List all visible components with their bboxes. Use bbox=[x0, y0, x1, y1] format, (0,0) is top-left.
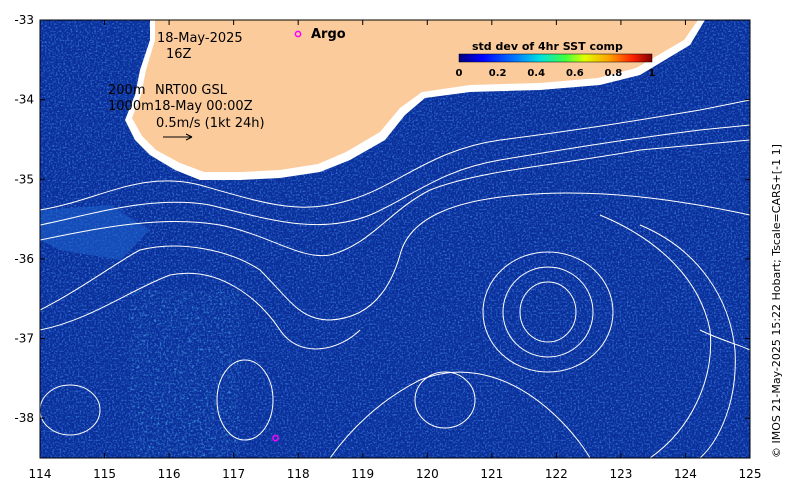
eddy-contour bbox=[519, 281, 577, 343]
colorbar-title: std dev of 4hr SST comp bbox=[472, 40, 623, 53]
x-tick-label: 117 bbox=[222, 467, 245, 481]
x-tick-label: 124 bbox=[674, 467, 697, 481]
colorbar-tick-label: 1 bbox=[649, 68, 656, 79]
colorbar: std dev of 4hr SST comp 0 0.2 0.4 0.6 0.8 1 bbox=[456, 40, 656, 79]
x-tick-label: 123 bbox=[609, 467, 632, 481]
argo-legend-label: Argo bbox=[311, 27, 346, 42]
argo-float-marker[interactable] bbox=[272, 434, 279, 442]
eddy-contour bbox=[40, 384, 101, 436]
eddy-contour bbox=[216, 359, 274, 441]
colorbar-gradient bbox=[458, 53, 653, 63]
x-tick-label: 121 bbox=[480, 467, 503, 481]
x-axis: 114 115 116 117 118 119 120 121 122 123 124 125 bbox=[29, 20, 762, 481]
contour-lines bbox=[40, 99, 750, 458]
x-tick-label: 114 bbox=[29, 467, 52, 481]
colorbar-tick-label: 0.6 bbox=[566, 68, 584, 79]
annotation-hour: 16Z bbox=[166, 47, 192, 62]
colorbar-ticks: 0 0.2 0.4 0.6 0.8 1 bbox=[456, 68, 656, 79]
annotation-product: NRT00 GSL bbox=[155, 83, 228, 98]
y-axis: -33 -34 -35 -36 -37 -38 bbox=[14, 13, 750, 425]
argo-legend-marker bbox=[294, 30, 302, 38]
y-tick-label: -38 bbox=[14, 411, 34, 425]
colorbar-tick-label: 0.4 bbox=[527, 68, 545, 79]
y-tick-label: -33 bbox=[14, 13, 34, 27]
x-tick-label: 116 bbox=[158, 467, 181, 481]
x-tick-label: 118 bbox=[287, 467, 310, 481]
eddy-contour bbox=[414, 371, 476, 429]
x-tick-label: 119 bbox=[351, 467, 374, 481]
credit-text: © IMOS 21-May-2025 15:22 Hobart; Tscale=… bbox=[770, 144, 783, 458]
annotation-depth-200: 200m bbox=[108, 83, 145, 98]
x-tick-label: 125 bbox=[739, 467, 762, 481]
x-tick-label: 115 bbox=[93, 467, 116, 481]
map-plot-area bbox=[40, 20, 750, 458]
x-tick-label: 122 bbox=[545, 467, 568, 481]
high-variability-zone bbox=[130, 290, 240, 458]
annotation-date: 18-May-2025 bbox=[157, 31, 243, 46]
y-tick-label: -34 bbox=[14, 93, 34, 107]
argo-floats-layer bbox=[272, 434, 279, 442]
annotation-depth-1000: 1000m bbox=[108, 99, 154, 114]
velocity-scale-arrow bbox=[163, 133, 193, 141]
y-tick-label: -35 bbox=[14, 172, 34, 186]
annotation-product-time: 18-May 00:00Z bbox=[154, 99, 253, 114]
annotation-velocity-scale: 0.5m/s (1kt 24h) bbox=[156, 116, 265, 131]
colorbar-tick-label: 0.2 bbox=[489, 68, 507, 79]
eddy-contour bbox=[502, 266, 594, 358]
colorbar-tick-label: 0.8 bbox=[605, 68, 623, 79]
eddy-contour bbox=[482, 251, 614, 373]
y-tick-label: -37 bbox=[14, 332, 34, 346]
colorbar-tick-label: 0 bbox=[456, 68, 463, 79]
plot-frame bbox=[39, 19, 751, 459]
y-tick-label: -36 bbox=[14, 252, 34, 266]
x-tick-label: 120 bbox=[416, 467, 439, 481]
